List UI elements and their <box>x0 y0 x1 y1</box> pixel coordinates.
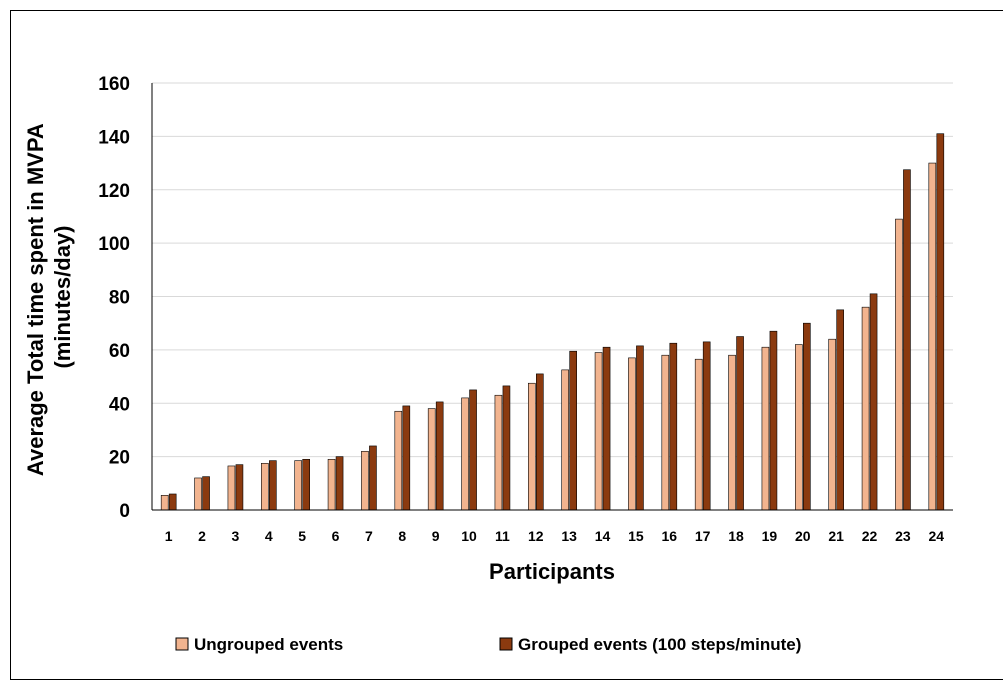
x-tick-label-21: 21 <box>828 528 844 544</box>
bar-grouped-14 <box>602 346 611 511</box>
bar-grouped-2 <box>202 476 210 511</box>
y-axis-title: Average Total time spent in MVPA (minute… <box>23 118 75 476</box>
x-tick-label-18: 18 <box>728 528 744 544</box>
bar-ungrouped-11 <box>494 394 503 511</box>
x-tick-label-19: 19 <box>762 528 778 544</box>
x-tick-label-16: 16 <box>662 528 678 544</box>
y-tick-label-0: 0 <box>119 501 130 522</box>
bar-grouped-20 <box>803 322 811 511</box>
bar-grouped-15 <box>636 345 644 511</box>
legend: Ungrouped events Grouped events (100 ste… <box>175 635 801 654</box>
bar-ungrouped-6 <box>327 458 336 511</box>
bar-ungrouped-7 <box>361 450 369 511</box>
y-tick-label-80: 80 <box>109 288 130 309</box>
x-tick-label-24: 24 <box>929 528 945 544</box>
x-tick-label-11: 11 <box>495 528 510 544</box>
bar-grouped-8 <box>402 405 411 511</box>
bar-ungrouped-1 <box>160 495 169 511</box>
x-tick-labels: 1 2 3 4 5 6 7 8 9 10 11 12 13 14 15 16 17 18 19 20 21 22 23 24 <box>165 528 945 544</box>
y-tick-label-120: 120 <box>98 181 130 202</box>
bar-grouped-12 <box>536 373 544 511</box>
bar-ungrouped-24 <box>928 162 937 511</box>
y-tick-label-40: 40 <box>109 394 130 415</box>
x-tick-label-17: 17 <box>695 528 711 544</box>
bar-ungrouped-19 <box>761 346 770 511</box>
y-tick-label-100: 100 <box>98 234 130 255</box>
x-tick-label-9: 9 <box>432 528 440 544</box>
y-tick-labels: 0 20 40 60 80 100 120 140 160 <box>98 74 130 522</box>
bar-ungrouped-14 <box>594 352 603 511</box>
legend-label-grouped: Grouped events (100 steps/minute) <box>518 635 801 654</box>
bar-grouped-19 <box>769 330 778 511</box>
bar-ungrouped-22 <box>861 306 870 511</box>
bar-ungrouped-18 <box>728 354 736 511</box>
bar-ungrouped-17 <box>694 358 703 511</box>
bar-grouped-10 <box>469 389 477 511</box>
x-tick-label-3: 3 <box>232 528 240 544</box>
gridlines <box>152 82 953 458</box>
x-tick-label-5: 5 <box>298 528 306 544</box>
x-tick-label-10: 10 <box>461 528 477 544</box>
bar-ungrouped-2 <box>194 477 202 511</box>
bar-ungrouped-9 <box>427 408 436 511</box>
bar-ungrouped-13 <box>561 369 569 511</box>
x-tick-label-7: 7 <box>365 528 373 544</box>
bar-grouped-24 <box>936 133 945 511</box>
x-tick-label-12: 12 <box>528 528 544 544</box>
axes <box>151 83 953 511</box>
y-tick-label-20: 20 <box>109 448 130 469</box>
bar-ungrouped-3 <box>227 465 236 511</box>
bar-grouped-1 <box>168 493 177 511</box>
bar-grouped-6 <box>335 456 344 511</box>
x-tick-label-8: 8 <box>398 528 406 544</box>
bar-ungrouped-20 <box>795 344 803 511</box>
bar-ungrouped-12 <box>528 382 536 511</box>
bar-grouped-13 <box>569 350 577 511</box>
x-tick-label-14: 14 <box>595 528 611 544</box>
bar-ungrouped-23 <box>895 218 903 511</box>
x-axis-title: Participants <box>489 559 615 584</box>
x-tick-label-2: 2 <box>198 528 206 544</box>
bar-grouped-9 <box>435 401 444 511</box>
x-tick-label-20: 20 <box>795 528 811 544</box>
y-tick-label-60: 60 <box>109 341 130 362</box>
x-tick-label-4: 4 <box>265 528 273 544</box>
legend-swatch-ungrouped <box>175 637 189 651</box>
y-axis-title-line2: (minutes/day) <box>50 225 75 368</box>
bar-grouped-11 <box>502 385 511 511</box>
bar-grouped-18 <box>736 336 744 511</box>
y-tick-label-140: 140 <box>98 127 130 148</box>
bar-grouped-4 <box>269 460 277 511</box>
bar-ungrouped-10 <box>461 397 469 511</box>
bar-ungrouped-21 <box>828 338 836 511</box>
bar-grouped-5 <box>302 458 310 511</box>
bar-ungrouped-15 <box>628 357 636 511</box>
legend-label-ungrouped: Ungrouped events <box>194 635 343 654</box>
bar-ungrouped-16 <box>661 354 670 511</box>
x-tick-label-13: 13 <box>561 528 577 544</box>
y-axis-title-line1: Average Total time spent in MVPA <box>23 123 48 476</box>
bar-grouped-7 <box>369 445 377 511</box>
x-tick-label-23: 23 <box>895 528 911 544</box>
bar-ungrouped-4 <box>261 462 269 511</box>
bar-ungrouped-5 <box>294 460 302 511</box>
bar-grouped-23 <box>903 169 911 511</box>
bar-ungrouped-8 <box>394 410 403 511</box>
bar-grouped-3 <box>235 464 244 511</box>
bar-grouped-22 <box>869 293 878 511</box>
y-tick-label-160: 160 <box>98 74 130 95</box>
bar-grouped-17 <box>702 341 711 511</box>
legend-swatch-grouped <box>499 637 513 651</box>
bar-grouped-21 <box>836 309 844 511</box>
bars <box>160 133 945 511</box>
x-tick-label-15: 15 <box>628 528 644 544</box>
bar-grouped-16 <box>669 342 678 511</box>
x-tick-label-22: 22 <box>862 528 878 544</box>
x-tick-label-1: 1 <box>165 528 173 544</box>
x-tick-label-6: 6 <box>332 528 340 544</box>
